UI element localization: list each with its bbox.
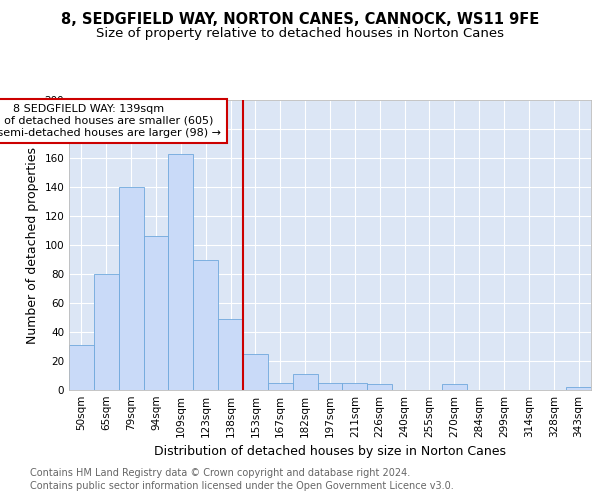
Text: 8, SEDGFIELD WAY, NORTON CANES, CANNOCK, WS11 9FE: 8, SEDGFIELD WAY, NORTON CANES, CANNOCK,…	[61, 12, 539, 28]
Bar	[566, 387, 591, 390]
Bar	[317, 383, 343, 390]
Bar	[169, 154, 193, 390]
Bar	[119, 187, 143, 390]
Bar	[367, 384, 392, 390]
Bar	[143, 236, 169, 390]
Bar	[243, 354, 268, 390]
Y-axis label: Number of detached properties: Number of detached properties	[26, 146, 39, 344]
X-axis label: Distribution of detached houses by size in Norton Canes: Distribution of detached houses by size …	[154, 446, 506, 458]
Bar	[94, 274, 119, 390]
Bar	[343, 383, 367, 390]
Bar	[268, 383, 293, 390]
Bar	[218, 319, 243, 390]
Text: 8 SEDGFIELD WAY: 139sqm
← 85% of detached houses are smaller (605)
14% of semi-d: 8 SEDGFIELD WAY: 139sqm ← 85% of detache…	[0, 104, 221, 138]
Bar	[293, 374, 317, 390]
Bar	[69, 345, 94, 390]
Text: Contains public sector information licensed under the Open Government Licence v3: Contains public sector information licen…	[30, 481, 454, 491]
Text: Size of property relative to detached houses in Norton Canes: Size of property relative to detached ho…	[96, 28, 504, 40]
Bar	[193, 260, 218, 390]
Bar	[442, 384, 467, 390]
Text: Contains HM Land Registry data © Crown copyright and database right 2024.: Contains HM Land Registry data © Crown c…	[30, 468, 410, 477]
